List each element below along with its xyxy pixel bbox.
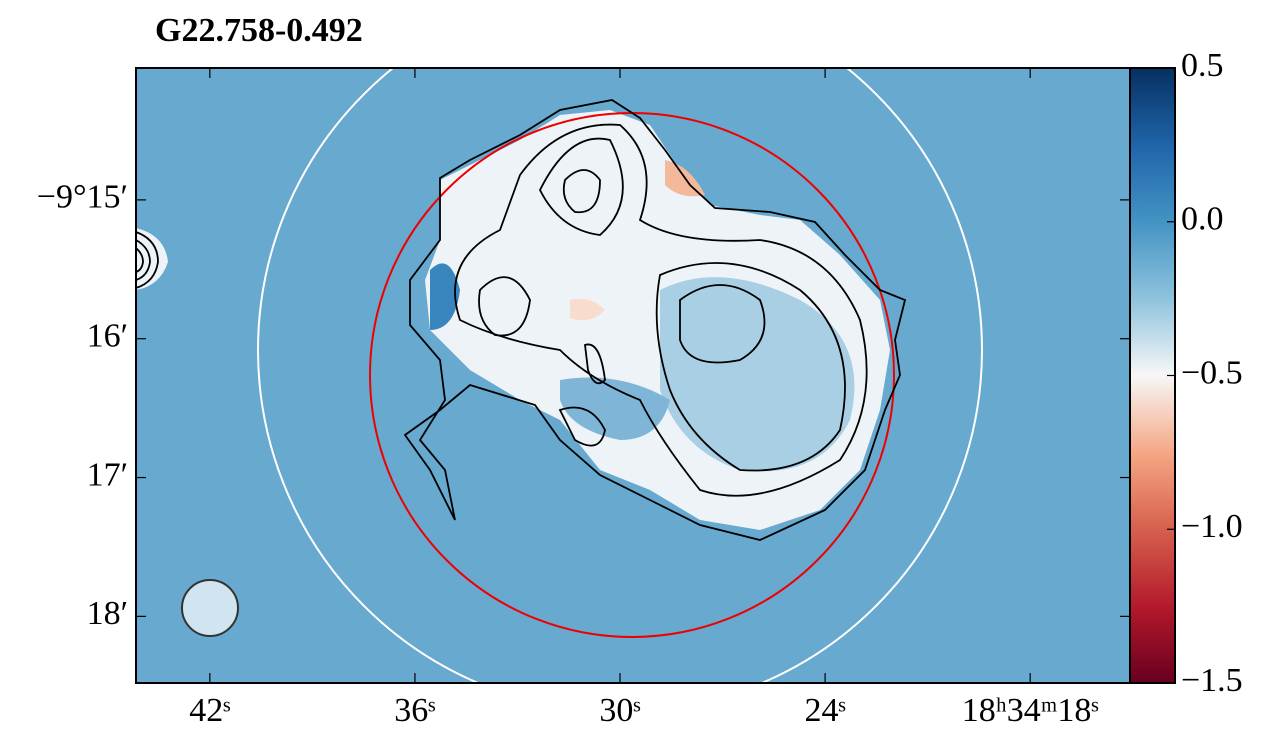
colorbar-tick-label: −0.5 [1181, 354, 1243, 391]
contour [679, 284, 766, 364]
colorbar-tick-label: −1.5 [1181, 662, 1243, 699]
y-tick-label: −9°15′ [37, 179, 128, 216]
outer-aperture [257, 68, 983, 683]
contour [558, 406, 606, 447]
colorbar-tick-label: −1.0 [1181, 508, 1243, 545]
contour [478, 276, 531, 337]
contour [538, 137, 624, 236]
map-emission [560, 377, 670, 440]
colorbar-tick-label: 0.0 [1181, 201, 1224, 238]
x-tick-label: 30ˢ [599, 692, 640, 729]
x-tick-label: 36ˢ [394, 692, 435, 729]
colorbar-tick-label: 0.5 [1181, 47, 1224, 84]
y-tick-label: 18′ [87, 595, 128, 632]
beam [181, 579, 239, 637]
contour [584, 343, 606, 385]
x-tick-label: 24ˢ [804, 692, 845, 729]
map-emission [430, 263, 460, 330]
y-tick-label: 17′ [87, 456, 128, 493]
chart-title: G22.758-0.492 [155, 12, 363, 49]
contour [562, 169, 601, 214]
x-tick-label: 42ˢ [189, 692, 230, 729]
contour [403, 99, 907, 541]
contour [136, 231, 159, 289]
contour [655, 262, 846, 472]
image-map [136, 68, 1130, 683]
x-tick-label: 18ʰ34ᵐ18ˢ [962, 692, 1099, 729]
y-tick-label: 16′ [87, 318, 128, 355]
map-emission [660, 277, 855, 472]
map-emission [570, 298, 605, 321]
contour [454, 123, 868, 497]
